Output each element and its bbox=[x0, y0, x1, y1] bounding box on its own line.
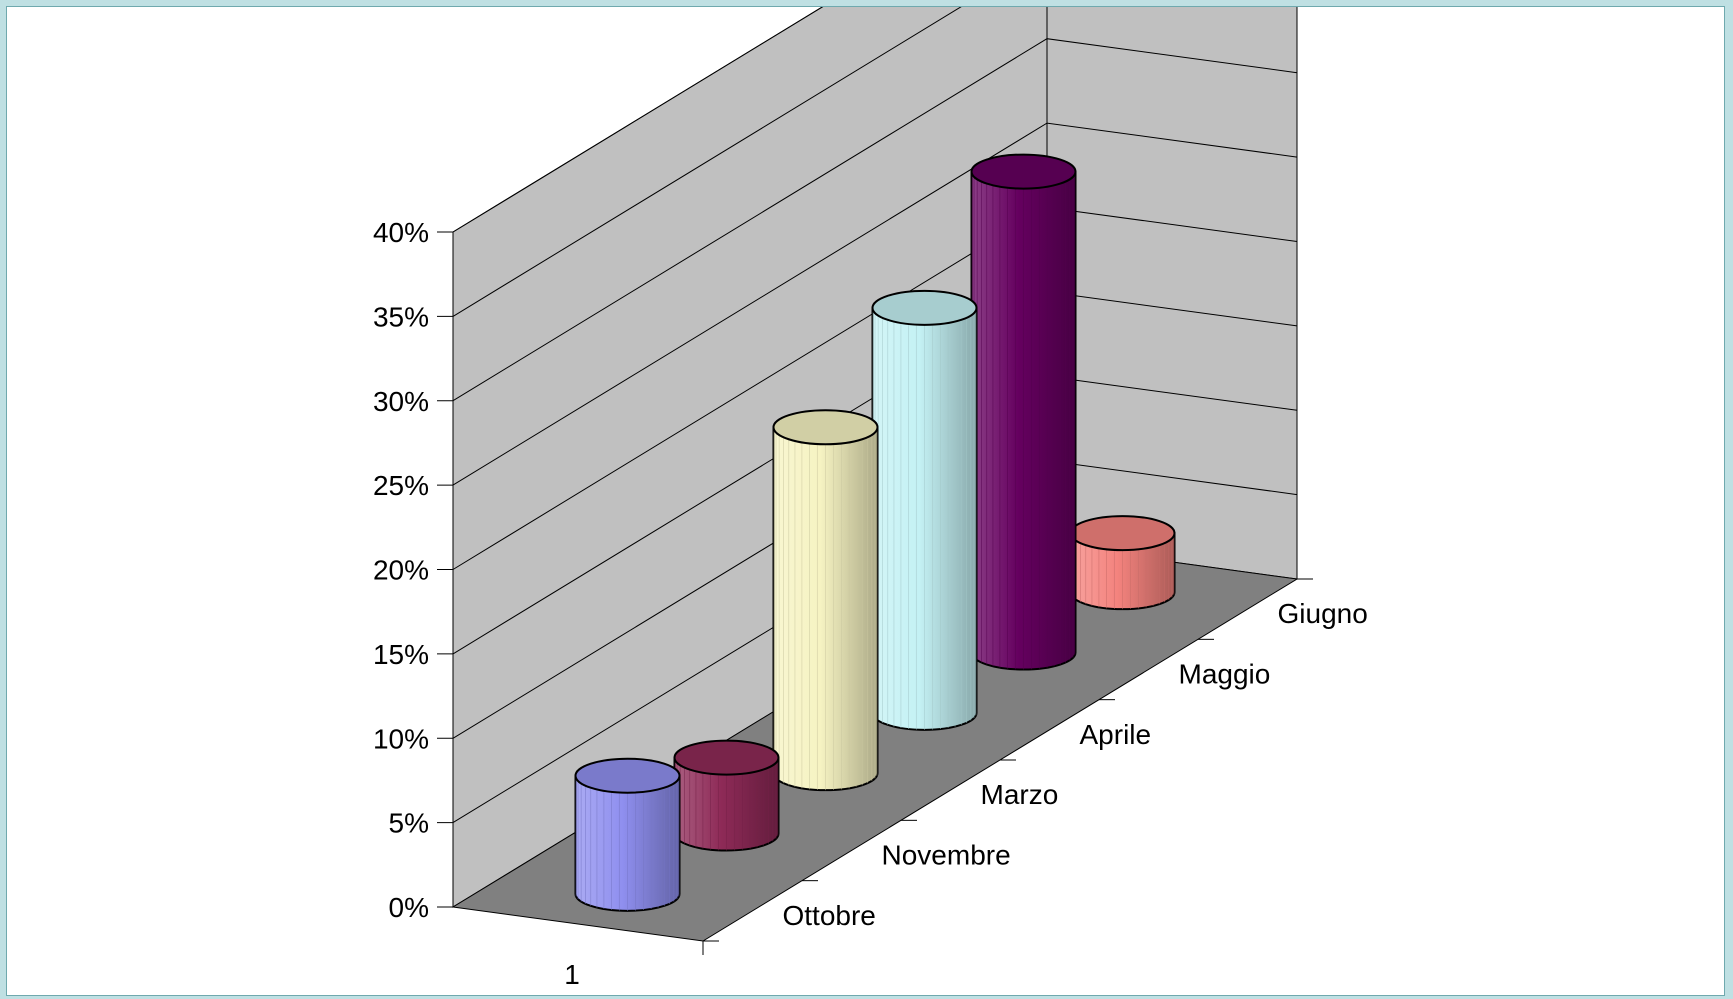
y-tick-label: 20% bbox=[373, 555, 429, 586]
bar bbox=[970, 153, 1077, 671]
series-label: Aprile bbox=[1080, 719, 1152, 750]
gridline bbox=[452, 122, 1298, 486]
bar bbox=[871, 289, 978, 731]
y-tick-label: 25% bbox=[373, 470, 429, 501]
y-tick-label: 10% bbox=[373, 723, 429, 754]
gridline bbox=[452, 38, 1298, 402]
bar bbox=[673, 739, 780, 852]
y-tick-label: 5% bbox=[389, 808, 429, 839]
series-label: Maggio bbox=[1179, 659, 1271, 690]
chart-frame: 0% 5% 10% 15% 20% 25% 30% 35% 40% 1 Ottobre Novembr… bbox=[6, 6, 1725, 996]
y-tick-label: 30% bbox=[373, 386, 429, 417]
chart-3d-cylinder: 0% 5% 10% 15% 20% 25% 30% 35% 40% 1 OttobreNovembr… bbox=[373, 7, 1368, 990]
y-tick-label: 35% bbox=[373, 301, 429, 332]
gridline bbox=[452, 7, 824, 233]
bar bbox=[574, 757, 681, 912]
bar bbox=[1069, 515, 1176, 611]
gridline bbox=[452, 7, 962, 317]
y-tick-label: 40% bbox=[373, 217, 429, 248]
series-label: Giugno bbox=[1278, 598, 1368, 629]
y-tick-label: 0% bbox=[389, 892, 429, 923]
series-label: Ottobre bbox=[783, 900, 876, 931]
series-label: Novembre bbox=[882, 840, 1011, 871]
bar bbox=[772, 409, 879, 792]
series-label: Marzo bbox=[981, 779, 1059, 810]
back-wall bbox=[1046, 7, 1298, 580]
x-tick-label: 1 bbox=[564, 959, 580, 990]
y-tick-label: 15% bbox=[373, 639, 429, 670]
